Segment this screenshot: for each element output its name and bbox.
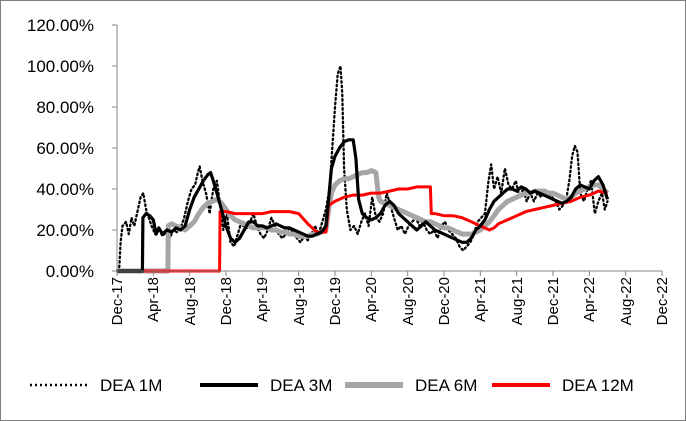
series-line-dea-1m [115, 64, 609, 273]
legend: DEA 1M DEA 3M DEA 6M DEA 12M [30, 376, 634, 395]
y-tick-label: 60.00% [36, 139, 94, 158]
x-tick-label: Apr-22 [581, 277, 598, 322]
x-tick-label: Aug-22 [618, 277, 635, 325]
y-tick-label: 40.00% [36, 180, 94, 199]
x-tick-labels: Dec-17 Apr-18 Aug-18 Dec-18 Apr-19 Aug-1… [109, 277, 671, 325]
series-line-dea-12m [117, 185, 608, 273]
x-tick-label: Dec-20 [436, 277, 453, 325]
x-tick-label: Aug-19 [291, 277, 308, 325]
x-tick-label: Apr-21 [472, 277, 489, 322]
x-tick-label: Aug-21 [509, 277, 526, 325]
y-tick-label: 0.00% [46, 262, 94, 281]
y-tick-label: 100.00% [27, 57, 94, 76]
x-tick-label: Dec-22 [654, 277, 671, 325]
legend-label: DEA 12M [562, 376, 634, 395]
legend-label: DEA 3M [270, 376, 332, 395]
x-tick-label: Aug-20 [400, 277, 417, 325]
x-tick-label: Aug-18 [182, 277, 199, 325]
x-tick-label: Dec-19 [327, 277, 344, 325]
x-tick-label: Apr-19 [254, 277, 271, 322]
legend-label: DEA 6M [415, 376, 477, 395]
x-tick-label: Apr-18 [145, 277, 162, 322]
series-line-dea-3m [117, 138, 610, 273]
y-tick-label: 120.00% [27, 16, 94, 35]
y-tick-label: 80.00% [36, 98, 94, 117]
legend-label: DEA 1M [100, 376, 162, 395]
x-tick-label: Dec-17 [109, 277, 126, 325]
x-tick-label: Dec-18 [218, 277, 235, 325]
tick-marks [112, 24, 663, 276]
y-tick-label: 20.00% [36, 221, 94, 240]
x-tick-label: Dec-21 [545, 277, 562, 325]
x-tick-label: Apr-20 [363, 277, 380, 322]
series-layer [115, 64, 610, 274]
